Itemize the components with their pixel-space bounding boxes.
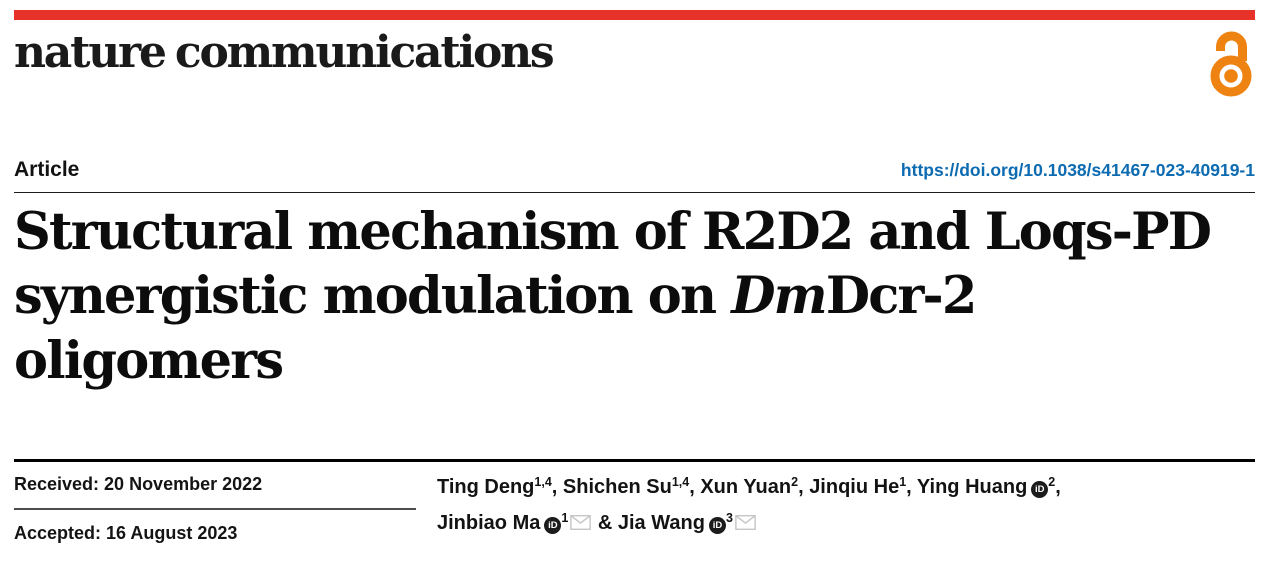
article-history: Received: 20 November 2022 Accepted: 16 … [14,462,416,556]
author-name: Jinbiao Ma [437,511,541,534]
title-line-1: Structural mechanism of R2D2 and Loqs-PD [14,202,1212,262]
author-name: Jinqiu He [809,475,900,498]
author-name: Xun Yuan [700,475,792,498]
author: Jinqiu He1, [809,474,917,498]
title-line-2-post: Dcr-2 [825,266,978,327]
author-name: Jia Wang [617,511,705,534]
doi-link[interactable]: https://doi.org/10.1038/s41467-023-40919… [900,160,1255,180]
article-title: Structural mechanism of R2D2 and Loqs-PD… [14,200,1255,393]
title-line-3: oligomers [14,330,284,391]
author-separator: & [592,511,618,534]
kicker-row: Article https://doi.org/10.1038/s41467-0… [14,158,1255,193]
author: Xun Yuan2, [700,474,810,498]
brand-red-bar [14,10,1255,20]
article-type-label: Article [14,158,80,181]
author-name: Shichen Su [562,475,672,498]
title-line-2-pre: synergistic modulation on [14,266,732,327]
author-line-2: Jinbiao Ma iD1 & Jia Wang iD3 [437,506,1255,542]
received-date: Received: 20 November 2022 [14,462,416,510]
author-affiliation-sup: 2 [791,474,799,489]
orcid-icon[interactable]: iD [1031,480,1049,498]
email-icon[interactable] [735,514,756,530]
author-line-1: Ting Deng1,4, Shichen Su1,4, Xun Yuan2, … [437,470,1255,506]
orcid-icon[interactable]: iD [544,516,562,534]
journal-wordmark: nature communications [14,27,555,78]
author-separator: , [689,475,701,498]
author-name: Ting Deng [437,475,535,498]
title-line-2-italic: Dm [731,266,827,327]
author-separator: , [1055,475,1061,498]
author: Jia Wang iD3 [617,510,757,534]
author-affiliation-sup: 2 [1048,474,1056,489]
masthead: nature communications [14,26,1255,118]
author: Ying Huang iD2, [916,474,1061,498]
author: Ting Deng1,4, [437,474,563,498]
author-name: Ying Huang [916,475,1028,498]
email-icon[interactable] [570,514,592,530]
author-affiliation-sup: 1 [561,510,569,525]
author-affiliation-sup: 1,4 [534,474,552,489]
author-affiliation-sup: 1,4 [671,474,690,489]
open-access-icon [1210,31,1252,97]
author-list: Ting Deng1,4, Shichen Su1,4, Xun Yuan2, … [437,462,1255,556]
author-affiliation-sup: 3 [725,510,733,525]
meta-section: Received: 20 November 2022 Accepted: 16 … [14,458,1255,556]
accepted-date: Accepted: 16 August 2023 [14,522,238,543]
author-separator: , [798,475,810,498]
orcid-icon[interactable]: iD [708,516,726,534]
author: Jinbiao Ma iD1 & [437,510,618,534]
author-separator: , [906,475,917,498]
author-separator: , [551,475,563,498]
author: Shichen Su1,4, [562,474,701,498]
author-affiliation-sup: 1 [899,474,907,489]
paper-page: nature communications Article https://do… [0,10,1269,562]
